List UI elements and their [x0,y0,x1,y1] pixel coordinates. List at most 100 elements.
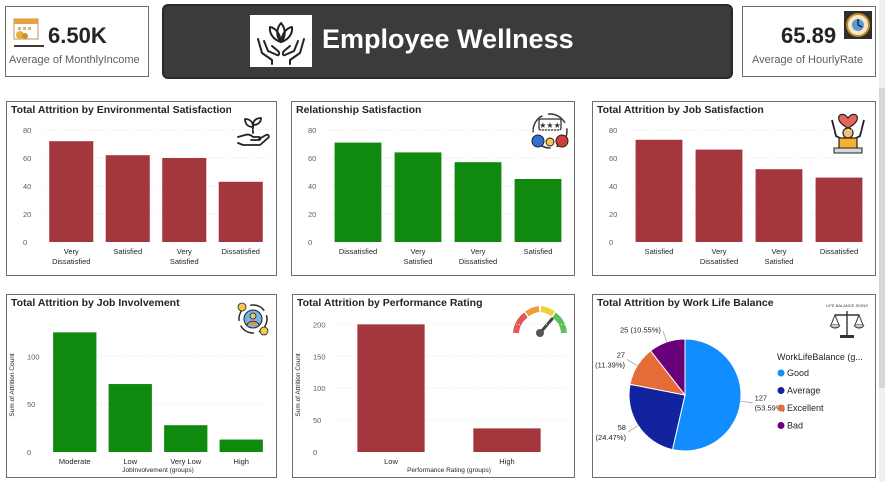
leader-line [627,425,639,433]
bar [219,439,263,452]
pie-percent-label: (53.59%) [755,404,786,413]
x-axis-title: Performance Rating (groups) [407,467,491,474]
bar [473,428,541,452]
plant-hand-icon [235,115,271,149]
legend-marker [777,369,785,377]
y-tick-label: 20 [308,210,316,219]
chart-title: Total Attrition by Performance Rating [297,297,483,309]
calendar-money-icon [11,17,41,43]
hourly-rate-label: Average of HourlyRate [752,54,864,66]
x-tick-label: Satisfied [113,247,142,256]
chart-title: Total Attrition by Job Involvement [11,297,180,309]
bar [53,332,97,452]
work-life-scale-icon: LIFE BALANCE SIGNS [825,301,869,343]
x-tick-label: Dissatisfied [820,247,858,256]
bar [357,324,425,452]
y-tick-label: 60 [609,154,617,163]
x-tick-label: High [499,457,514,466]
icon-caption: LIFE BALANCE SIGNS [826,303,868,308]
leader-line [626,359,638,367]
scrollbar-thumb[interactable] [879,88,885,388]
x-tick-label: High [234,457,249,466]
bar [162,158,207,242]
chart-card-work-life-balance: Total Attrition by Work Life Balance LIF… [592,294,876,478]
x-tick-label: Very Low [170,457,201,466]
bar [105,155,150,242]
y-tick-label: 40 [609,182,617,191]
y-tick-label: 80 [609,126,617,135]
vertical-scrollbar[interactable] [879,0,885,482]
leader-line [740,400,753,403]
happy-worker-icon [826,106,870,154]
y-tick-label: 100 [313,384,326,393]
x-tick-label: Dissatisfied [222,247,260,256]
y-tick-label: 200 [313,320,326,329]
y-tick-label: 0 [27,448,31,457]
chart-title: Total Attrition by Work Life Balance [597,297,774,309]
x-tick-label: Dissatisfied [339,247,377,256]
pie-percent-label: (24.47%) [596,433,627,442]
y-tick-label: 40 [308,182,316,191]
x-tick-label: Very [177,247,192,256]
legend-item: Average [787,386,820,396]
bar [218,181,263,242]
y-tick-label: 0 [308,238,312,247]
pie-slice [671,338,742,452]
y-tick-label: 100 [27,352,40,361]
x-tick-label: Very [711,247,726,256]
y-tick-label: 80 [308,126,316,135]
chart-card-relationship-satisfaction: Relationship Satisfaction ★★★ 0 20 40 60 80 D… [291,101,575,276]
chart-title: Total Attrition by Environmental Satisfa… [11,104,231,116]
pie-data-label: 58 [618,423,626,432]
legend-marker [777,387,785,394]
bar [49,141,94,242]
pie-slice [649,338,686,397]
y-tick-label: 50 [313,416,321,425]
x-tick-label: Satisfied [170,257,199,266]
x-tick-label: Low [384,457,398,466]
x-tick-label: Satisfied [765,257,794,266]
x-tick-label: Dissatisfied [459,257,497,266]
y-tick-label: 40 [23,182,31,191]
legend-item: Good [787,368,809,378]
x-tick-label: Very [771,247,786,256]
y-tick-label: 50 [27,400,35,409]
gauge-icon [512,305,568,337]
pie-slice [628,383,686,451]
y-tick-label: 0 [609,238,613,247]
pie-data-label: 27 [617,350,625,359]
x-axis-title: JobInvolvement (groups) [122,467,194,474]
x-tick-label: Very [470,247,485,256]
x-tick-label: Dissatisfied [700,257,738,266]
legend-title: WorkLifeBalance (g... [777,352,863,362]
pie-data-label: 25 (10.55%) [620,326,661,335]
hourly-rate-value: 65.89 [781,23,837,48]
chart-card-performance-rating: Total Attrition by Performance Rating 0 5… [292,294,575,478]
bar [815,177,863,242]
x-tick-label: Very [64,247,79,256]
y-tick-label: 80 [23,126,31,135]
title-banner: Employee Wellness [164,6,731,77]
monthly-income-value: 6.50K [48,23,107,48]
x-tick-label: Low [123,457,137,466]
y-tick-label: 20 [609,210,617,219]
bar [514,179,562,242]
leader-line [662,330,668,343]
x-tick-label: Moderate [59,457,91,466]
bar [635,139,683,242]
x-tick-label: Satisfied [645,247,674,256]
bar [755,169,803,242]
y-tick-label: 20 [23,210,31,219]
y-axis-title: Sum of Attrition Count [9,353,16,416]
bar [108,384,152,452]
legend-item: Bad [787,421,803,431]
dashboard-title: Employee Wellness [322,24,574,54]
chart-performance-rating: 0 50 100 150 200 Low High Performance Rating (g… [295,320,565,474]
bar [454,162,502,242]
pie-data-label: 127 [755,394,768,403]
clock-money-icon [843,10,873,40]
chart-card-environmental-satisfaction: Total Attrition by Environmental Satisfa… [6,101,277,276]
